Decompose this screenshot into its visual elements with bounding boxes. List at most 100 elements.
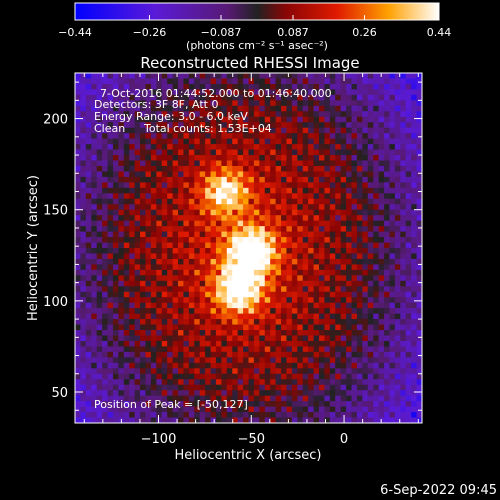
heatmap-cell bbox=[389, 111, 396, 118]
heatmap-cell bbox=[253, 330, 260, 337]
heatmap-cell bbox=[188, 269, 195, 276]
heatmap-cell bbox=[123, 362, 130, 369]
heatmap-cell bbox=[96, 357, 103, 364]
heatmap-cell bbox=[167, 165, 174, 173]
heatmap-cell bbox=[129, 116, 136, 123]
heatmap-cell bbox=[183, 340, 190, 348]
heatmap-cell bbox=[80, 269, 87, 276]
heatmap-cell bbox=[183, 165, 190, 173]
heatmap-cell bbox=[156, 412, 163, 419]
heatmap-cell bbox=[335, 220, 342, 227]
heatmap-cell bbox=[129, 73, 136, 80]
heatmap-cell bbox=[102, 335, 109, 342]
heatmap-cell bbox=[172, 171, 179, 178]
heatmap-cell bbox=[215, 280, 222, 287]
heatmap-cell bbox=[405, 368, 412, 375]
heatmap-cell bbox=[145, 248, 152, 255]
heatmap-cell bbox=[362, 73, 369, 80]
heatmap-cell bbox=[308, 379, 315, 386]
heatmap-cell bbox=[335, 395, 342, 402]
heatmap-cell bbox=[123, 373, 130, 380]
heatmap-cell bbox=[318, 357, 325, 364]
heatmap-cell bbox=[232, 171, 239, 178]
heatmap-cell bbox=[394, 351, 401, 358]
heatmap-cell bbox=[232, 209, 239, 216]
heatmap-cell bbox=[199, 275, 206, 282]
heatmap-cell bbox=[221, 127, 228, 134]
heatmap-cell bbox=[318, 138, 325, 145]
heatmap-cell bbox=[302, 193, 309, 200]
heatmap-cell bbox=[118, 264, 125, 271]
heatmap-cell bbox=[248, 324, 255, 331]
heatmap-cell bbox=[259, 149, 266, 156]
heatmap-cell bbox=[400, 127, 407, 134]
heatmap-cell bbox=[194, 395, 201, 402]
heatmap-cell bbox=[416, 209, 422, 216]
heatmap-cell bbox=[107, 100, 114, 107]
heatmap-cell bbox=[329, 324, 336, 331]
heatmap-cell bbox=[102, 182, 109, 189]
heatmap-cell bbox=[253, 368, 260, 375]
heatmap-cell bbox=[394, 275, 401, 282]
heatmap-cell bbox=[264, 330, 271, 337]
heatmap-cell bbox=[259, 193, 266, 200]
heatmap-cell bbox=[96, 144, 103, 151]
heatmap-cell bbox=[416, 395, 422, 402]
heatmap-cell bbox=[107, 176, 114, 183]
heatmap-cell bbox=[91, 138, 98, 145]
heatmap-cell bbox=[221, 280, 228, 287]
heatmap-cell bbox=[178, 362, 185, 369]
heatmap-cell bbox=[210, 379, 217, 386]
heatmap-cell bbox=[356, 319, 363, 326]
heatmap-cell bbox=[156, 198, 163, 205]
heatmap-cell bbox=[356, 160, 363, 167]
heatmap-cell bbox=[275, 182, 282, 189]
heatmap-cell bbox=[318, 417, 325, 423]
heatmap-cell bbox=[134, 122, 141, 129]
heatmap-cell bbox=[237, 100, 244, 107]
heatmap-cell bbox=[91, 237, 98, 244]
heatmap-cell bbox=[194, 379, 201, 386]
heatmap-cell bbox=[340, 138, 347, 145]
heatmap-cell bbox=[226, 116, 233, 123]
heatmap-cell bbox=[297, 155, 304, 162]
heatmap-cell bbox=[215, 346, 222, 353]
heatmap-cell bbox=[411, 94, 418, 101]
heatmap-cell bbox=[253, 94, 260, 101]
heatmap-cell bbox=[237, 144, 244, 151]
heatmap-cell bbox=[210, 89, 217, 96]
heatmap-cell bbox=[351, 269, 358, 276]
heatmap-cell bbox=[340, 269, 347, 276]
heatmap-cell bbox=[405, 111, 412, 118]
heatmap-cell bbox=[411, 209, 418, 216]
heatmap-cell bbox=[123, 220, 130, 227]
heatmap-cell bbox=[112, 193, 119, 200]
heatmap-cell bbox=[107, 111, 114, 118]
heatmap-cell bbox=[253, 204, 260, 211]
heatmap-cell bbox=[172, 346, 179, 353]
heatmap-cell bbox=[134, 226, 141, 233]
heatmap-cell bbox=[340, 133, 347, 140]
heatmap-cell bbox=[226, 155, 233, 162]
heatmap-cell bbox=[356, 215, 363, 222]
heatmap-cell bbox=[183, 144, 190, 151]
heatmap-cell bbox=[232, 242, 239, 249]
heatmap-cell bbox=[199, 215, 206, 222]
heatmap-cell bbox=[351, 242, 358, 249]
heatmap-cell bbox=[150, 165, 157, 173]
heatmap-cell bbox=[373, 165, 380, 173]
heatmap-cell bbox=[178, 155, 185, 162]
heatmap-cell bbox=[150, 308, 157, 315]
heatmap-cell bbox=[270, 204, 277, 211]
heatmap-cell bbox=[178, 204, 185, 211]
heatmap-cell bbox=[134, 286, 141, 293]
heatmap-cell bbox=[394, 302, 401, 309]
heatmap-cell bbox=[384, 78, 391, 85]
heatmap-cell bbox=[129, 406, 136, 413]
heatmap-cell bbox=[243, 406, 250, 413]
heatmap-cell bbox=[107, 242, 114, 249]
heatmap-cell bbox=[85, 275, 92, 282]
heatmap-cell bbox=[378, 275, 385, 282]
heatmap-cell bbox=[167, 248, 174, 255]
heatmap-cell bbox=[340, 220, 347, 227]
